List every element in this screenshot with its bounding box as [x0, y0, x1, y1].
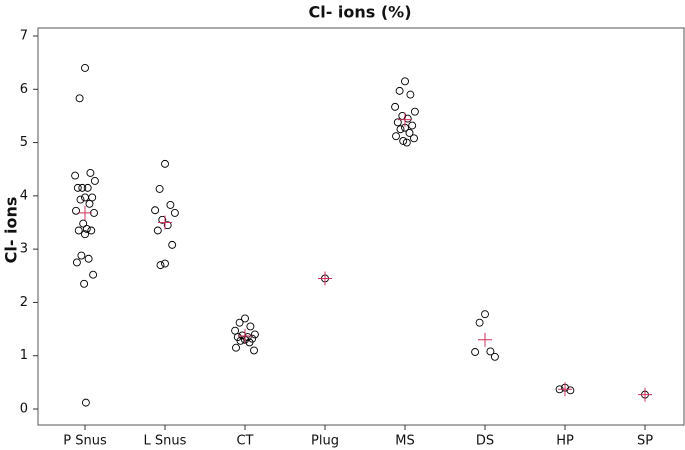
data-point — [71, 171, 80, 180]
data-point — [401, 77, 409, 86]
y-tick-label: 5 — [20, 135, 28, 150]
x-tick-label: MS — [395, 434, 414, 449]
data-point — [396, 125, 405, 134]
x-tick-label: HP — [556, 434, 574, 449]
data-point — [250, 346, 258, 355]
data-point — [406, 90, 415, 99]
mean-marker — [238, 329, 252, 344]
data-point — [74, 226, 83, 235]
data-point — [161, 159, 169, 168]
data-point — [89, 270, 98, 279]
y-tick-label: 6 — [20, 82, 28, 97]
data-point — [86, 168, 95, 177]
data-point — [392, 132, 400, 141]
data-point — [405, 129, 414, 137]
data-point — [163, 221, 172, 230]
data-point — [83, 183, 92, 192]
data-point — [403, 114, 412, 123]
data-point — [399, 137, 408, 145]
y-tick-label: 4 — [20, 188, 28, 203]
data-point — [77, 251, 86, 260]
x-tick-label: Plug — [311, 434, 339, 449]
data-point — [402, 138, 411, 147]
data-point — [481, 310, 489, 319]
data-point — [410, 107, 419, 116]
y-tick-label: 3 — [20, 242, 28, 257]
mean-marker — [78, 205, 92, 220]
y-tick-label: 1 — [20, 348, 28, 363]
data-point — [231, 326, 240, 335]
data-point — [80, 279, 89, 288]
data-point — [393, 118, 402, 127]
data-point — [161, 259, 169, 268]
data-point — [76, 195, 85, 204]
data-point — [238, 331, 247, 340]
x-tick-label: P Snus — [63, 434, 107, 449]
x-tick-label: SP — [637, 434, 653, 449]
data-point — [87, 226, 96, 235]
data-point — [90, 176, 99, 185]
data-point — [391, 102, 400, 111]
data-point — [81, 193, 89, 202]
x-tick-label: L Snus — [144, 434, 187, 449]
data-point — [151, 206, 160, 215]
data-point — [75, 94, 84, 103]
data-point — [85, 199, 94, 208]
data-point — [81, 398, 90, 407]
data-point — [78, 183, 87, 192]
mean-marker — [478, 332, 492, 347]
mean-marker — [318, 271, 332, 286]
data-point — [243, 333, 252, 342]
data-point — [158, 215, 167, 224]
data-point — [410, 134, 418, 143]
data-point — [250, 330, 259, 339]
data-point — [490, 352, 499, 361]
data-point — [408, 121, 417, 130]
data-point — [235, 318, 244, 327]
mean-marker — [398, 112, 412, 127]
data-point — [166, 200, 175, 209]
data-point — [471, 348, 480, 356]
data-point — [486, 347, 495, 356]
x-tick-label: DS — [476, 434, 494, 449]
data-point — [475, 318, 484, 327]
data-point — [153, 226, 162, 235]
data-point — [395, 86, 404, 95]
mean-marker — [158, 215, 172, 230]
mean-marker — [558, 382, 572, 397]
data-point — [82, 224, 91, 233]
data-point — [168, 240, 177, 249]
y-tick-label: 7 — [20, 28, 28, 43]
data-point — [84, 254, 93, 263]
mean-marker — [638, 387, 652, 402]
data-point — [236, 336, 245, 345]
data-point — [81, 230, 89, 239]
x-tick-label: CT — [236, 434, 253, 449]
plot-frame — [37, 27, 685, 426]
data-point — [245, 338, 254, 347]
y-tick-label: 0 — [20, 402, 28, 417]
data-point — [246, 322, 255, 331]
data-point — [73, 183, 82, 192]
data-point — [156, 261, 165, 270]
data-point — [72, 206, 80, 215]
data-point — [170, 208, 179, 217]
y-axis-label: Cl- ions — [2, 197, 21, 264]
data-point — [241, 314, 249, 323]
chart-title: Cl- ions (%) — [308, 3, 411, 22]
data-point — [72, 258, 81, 267]
data-point — [232, 343, 240, 352]
data-point — [81, 64, 89, 72]
data-point — [79, 219, 88, 228]
y-tick-label: 2 — [20, 295, 28, 310]
data-point — [155, 184, 164, 193]
data-point — [88, 193, 97, 202]
data-point — [566, 386, 575, 395]
